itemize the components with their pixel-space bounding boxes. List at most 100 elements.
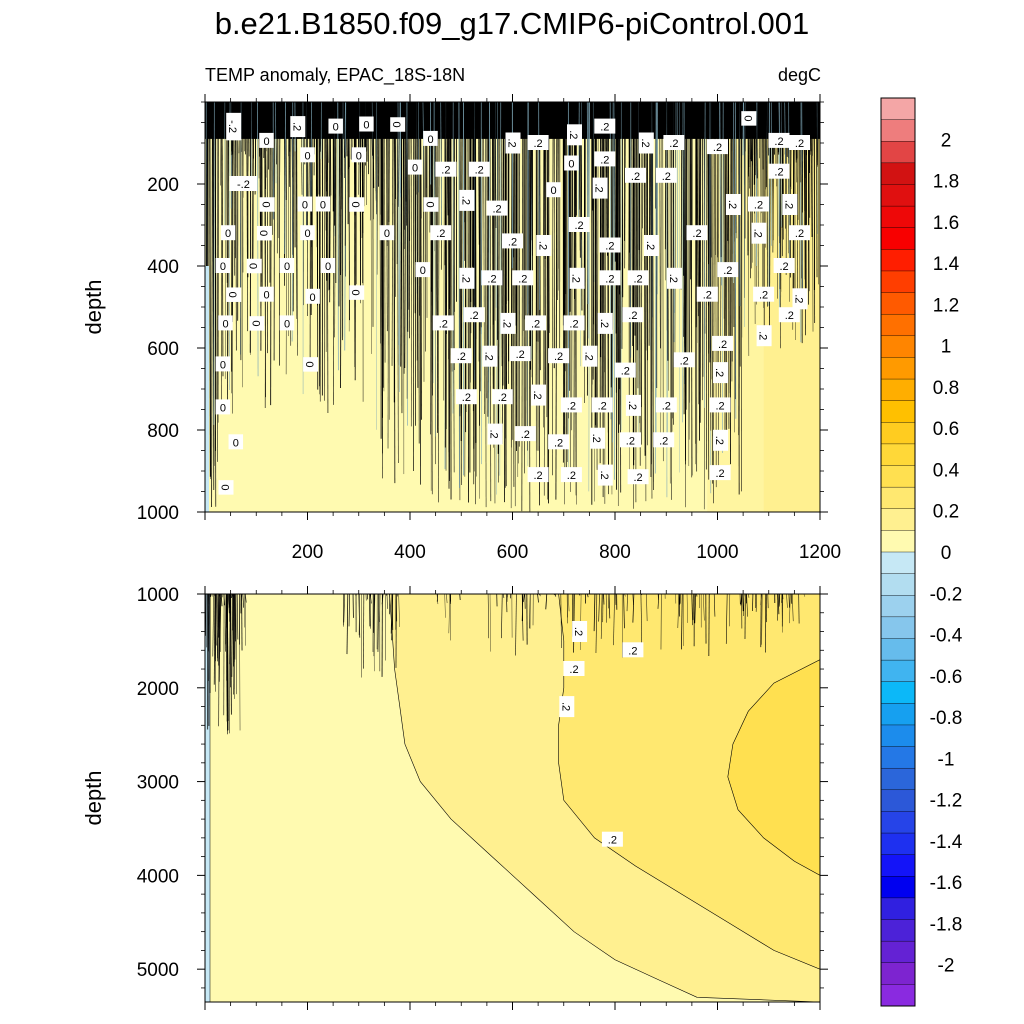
contour-strand: [209, 102, 211, 477]
contour-strand: [461, 102, 463, 485]
contour-label-text: .2: [590, 434, 602, 443]
contour-strand: [215, 102, 217, 404]
y-tick-label: 2000: [137, 679, 179, 700]
contour-strand: [552, 102, 554, 476]
contour-label-box: [512, 270, 534, 286]
contour-label-text: .2: [713, 436, 725, 445]
contour-label: .2: [500, 312, 516, 334]
contour-label-text: .2: [487, 273, 496, 285]
contour-label-box: [568, 217, 590, 232]
contour-label-text: .2: [475, 165, 484, 177]
contour-label: .2: [505, 132, 521, 154]
contour-strand: [788, 594, 790, 608]
contour-label-text: .2: [572, 627, 584, 636]
contour-label-box: [748, 196, 769, 212]
contour-strand: [790, 594, 793, 604]
contour-label-text: 0: [249, 320, 261, 326]
contour-label-box: [792, 288, 808, 310]
contour-label-text: .2: [628, 310, 637, 322]
contour-label-text: .2: [436, 228, 445, 240]
colorbar-label: -0.6: [930, 667, 963, 688]
contour-label: 0: [259, 132, 274, 148]
contour-strand: [296, 102, 298, 356]
colorbar: 2 1.8 1.6 1.4 1.2 1 0.8 0.6 0.4 0.2 0 -0.2 -0.4 -0.6 -…: [880, 97, 963, 1007]
contour-label: .2: [430, 225, 452, 241]
contour-strand: [213, 594, 216, 685]
contour-strand: [595, 594, 598, 653]
contour-label-box: [560, 397, 582, 413]
contour-label-text: .2: [459, 274, 471, 283]
contour-label-text: 0: [384, 228, 390, 240]
colorbar-swatch: [880, 486, 916, 510]
contour-strand: [563, 102, 566, 444]
colorbar-swatch: [880, 335, 916, 358]
contour-label-text: .2: [470, 310, 479, 322]
contour-label-text: 0: [424, 201, 436, 207]
contour-strand: [553, 102, 555, 369]
upper-panel-ticks: 200 400 600 800 1000 200 400 600 800 1000 1200: [137, 94, 841, 563]
contour-label: .2: [773, 258, 795, 273]
contour-strand: [546, 102, 548, 418]
contour-label-box: [407, 159, 423, 175]
colorbar-swatch: [880, 292, 916, 315]
colorbar-swatch: [880, 811, 916, 834]
contour-strand: [344, 102, 346, 153]
contour-label-text: 0: [222, 318, 228, 330]
contour-label-text: .2: [500, 319, 512, 328]
contour-label-text: .2: [567, 470, 576, 482]
contour-strand: [623, 594, 625, 629]
contour-strand: [444, 594, 446, 618]
upper-cold-sliver: [205, 266, 209, 512]
contour-strand: [810, 102, 812, 152]
contour-strand: [678, 594, 681, 617]
colorbar-frame: [880, 97, 916, 1007]
contour-label-text: .2: [793, 294, 805, 303]
colorbar-swatch: [880, 162, 916, 185]
lower-cold-strip: [205, 594, 210, 1002]
contour-label: .2: [548, 348, 570, 364]
contour-strand: [223, 102, 226, 238]
contour-strand: [398, 594, 400, 627]
contour-strand: [446, 102, 449, 216]
contour-label-text: 0: [356, 150, 362, 162]
contour-strand: [665, 102, 667, 281]
contour-label-box: [725, 194, 741, 215]
contour-label: 0: [218, 480, 234, 495]
contour-strand: [792, 594, 794, 622]
contour-label-box: [430, 225, 452, 241]
colorbar-label: -1: [938, 749, 955, 770]
contour-label: .2: [582, 345, 598, 367]
contour-strand: [798, 102, 801, 233]
contour-strand: [345, 102, 348, 157]
contour-label: .2: [525, 315, 547, 331]
colorbar-swatch: [880, 703, 916, 726]
contour-label-box: [259, 132, 274, 148]
contour-strand: [381, 102, 383, 454]
contour-strand: [245, 594, 247, 603]
colorbar-label: 1.4: [933, 254, 960, 275]
contour-label-text: 0: [284, 261, 290, 273]
contour-label-box: [259, 286, 274, 302]
lower-panel-contour-labels: .2 .2 .2 .2 .2: [559, 621, 644, 847]
contour-label: 0: [256, 225, 272, 241]
contour-label-text: 0: [349, 201, 361, 207]
upper-panel-contour-labels: -.2 -.2 0 .2 0 0 0 0 0 0 0 0 0 0 0 0 0 0 0 0 0 0 0 0 0 0 0 0 0 0 0 0 0 0 0…: [215, 111, 810, 495]
contour-label-text: .2: [785, 310, 794, 322]
contour-strand: [528, 102, 531, 512]
contour-strand: [731, 102, 733, 254]
contour-strand: [209, 102, 212, 480]
contour-label-text: .2: [639, 138, 651, 147]
contour-label: 0: [300, 147, 315, 163]
y-tick-label: 400: [147, 257, 179, 278]
contour-strand: [586, 102, 589, 305]
colorbar-swatch: [880, 616, 916, 639]
colorbar-swatch: [880, 184, 916, 207]
contour-label-text: .2: [713, 142, 722, 154]
contour-label: .2: [590, 427, 606, 449]
contour-label: .2: [536, 235, 552, 256]
contour-label: .2: [597, 464, 613, 486]
contour-strand: [436, 594, 439, 602]
contour-strand: [491, 102, 494, 389]
contour-label: .2: [563, 315, 585, 331]
contour-label: .2: [569, 267, 585, 289]
